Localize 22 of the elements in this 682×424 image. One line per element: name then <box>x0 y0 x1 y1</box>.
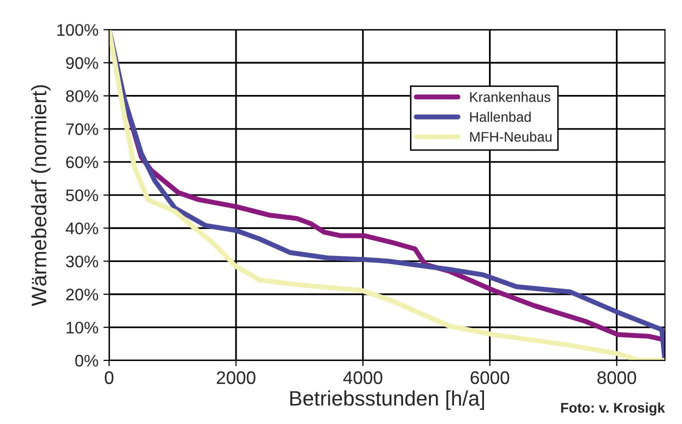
x-tick-label: 6000 <box>470 371 510 384</box>
y-tick-label: 90% <box>66 57 98 69</box>
y-tick-label: 30% <box>66 256 98 268</box>
legend-label: Hallenbad <box>470 112 531 122</box>
text: Foto: v. Krosigk <box>561 402 665 416</box>
x-tick-label: 8000 <box>597 371 636 384</box>
x-tick-label: 4000 <box>343 371 382 384</box>
y-axis-title: Wärmebedarf (normiert) <box>31 85 51 306</box>
y-tick-label: 10% <box>66 322 98 334</box>
y-tick-label: 0% <box>75 354 98 367</box>
y-tick-label: 50% <box>66 189 98 202</box>
legend-label: Krankenhaus <box>470 92 550 102</box>
y-tick-label: 60% <box>66 156 98 168</box>
y-tick-label: 100% <box>57 24 98 36</box>
y-tick-label: 40% <box>66 222 98 234</box>
y-tick-label: 20% <box>66 288 98 300</box>
x-tick-label: 0 <box>104 371 114 384</box>
y-tick-label: 80% <box>66 90 98 102</box>
legend-label: MFH-Neubau <box>470 132 552 142</box>
y-tick-label: 70% <box>66 123 98 136</box>
x-axis-title: Betriebsstunden [h/a] <box>290 390 484 410</box>
x-tick-label: 2000 <box>216 371 256 384</box>
